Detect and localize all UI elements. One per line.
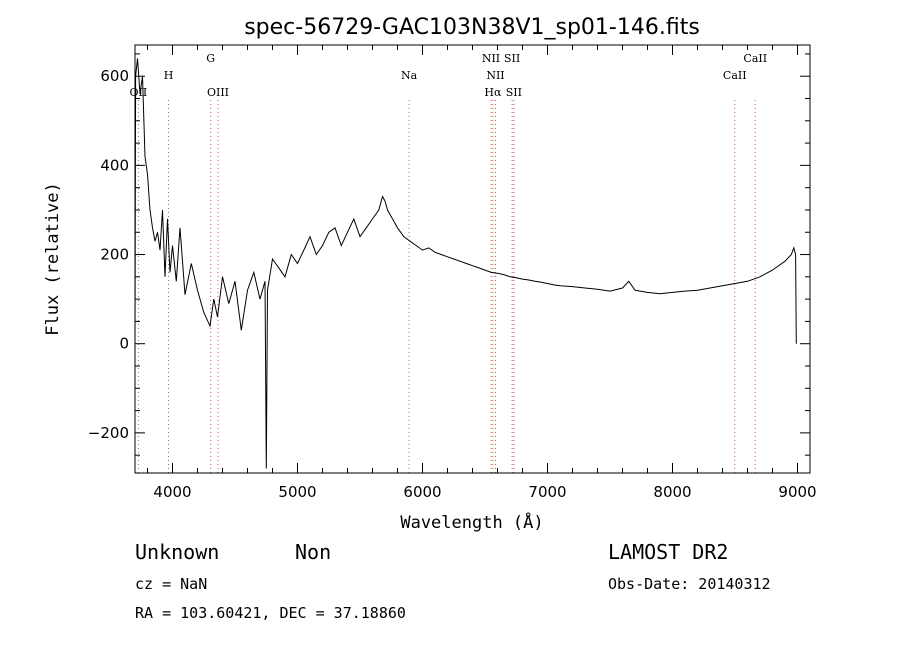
chart-title: spec-56729-GAC103N38V1_sp01-146.fits [244, 15, 700, 40]
spectral-line-label: OII [130, 86, 148, 99]
y-axis-ticks: −200 0 200 400 600 [88, 53, 810, 456]
y-tick-label: 200 [100, 246, 129, 264]
spectral-line-label: Hα [484, 86, 502, 99]
spectral-line-label: NII [482, 52, 500, 65]
y-tick-label: 0 [119, 335, 129, 353]
spectral-line-label: SII [504, 52, 520, 65]
spectral-line-label: OIII [207, 86, 229, 99]
y-tick-label: −200 [88, 424, 129, 442]
x-tick-label: 9000 [778, 483, 816, 501]
redshift-text: cz = NaN [135, 575, 208, 593]
x-axis-label: Wavelength (Å) [400, 511, 543, 533]
spectral-line-markers: OII H G OIII Na NII NII Hα SII SII CaII CaII [130, 52, 767, 473]
obs-date-text: Obs-Date: 20140312 [608, 575, 771, 593]
x-tick-label: 5000 [278, 483, 316, 501]
x-axis-ticks: 4000 5000 6000 7000 8000 9000 [147, 45, 817, 501]
survey-label: LAMOST DR2 [608, 540, 729, 564]
x-tick-label: 4000 [153, 483, 191, 501]
x-tick-label: 8000 [653, 483, 691, 501]
x-tick-label: 7000 [528, 483, 566, 501]
x-tick-label: 6000 [403, 483, 441, 501]
spectral-line-label: G [206, 52, 215, 65]
spectral-line-label: Na [401, 69, 418, 82]
class-label: Unknown [135, 540, 220, 564]
spectral-line-label: H [164, 69, 174, 82]
coordinates-text: RA = 103.60421, DEC = 37.18860 [135, 604, 406, 622]
spectral-line-label: SII [506, 86, 522, 99]
spectral-line-label: CaII [743, 52, 767, 65]
y-tick-label: 600 [100, 67, 129, 85]
y-tick-label: 400 [100, 156, 129, 174]
spectrum-series-line [134, 58, 797, 469]
spectral-line-label: NII [486, 69, 504, 82]
subclass-label: Non [295, 540, 332, 564]
y-axis-label: Flux (relative) [43, 182, 63, 336]
spectral-line-label: CaII [723, 69, 747, 82]
plot-frame [134, 44, 811, 474]
